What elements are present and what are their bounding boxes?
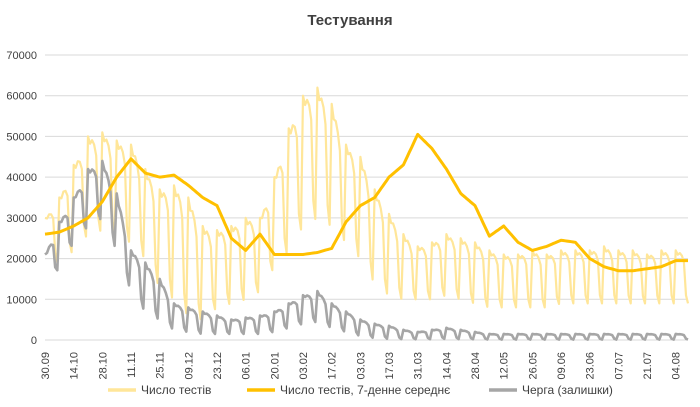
x-tick-label: 26.05 [527,352,539,380]
legend-label: Число тестів, 7-денне середнє [280,383,450,397]
x-tick-label: 17.03 [384,352,396,380]
x-axis: 30.09 14.10 28.10 11.11 25.11 09.12 23.12 06.01… [40,352,683,380]
y-tick-label: 40000 [6,172,37,184]
chart-title: Тестування [307,12,392,29]
x-tick-label: 28.10 [97,352,109,380]
x-tick-label: 20.01 [269,352,281,380]
x-tick-label: 23.12 [212,352,224,380]
series-line-0 [44,86,690,321]
y-tick-label: 30000 [6,213,37,225]
x-tick-label: 14.10 [69,352,81,380]
y-tick-label: 10000 [6,294,37,306]
x-tick-label: 17.02 [327,352,339,380]
series [44,86,690,341]
y-tick-label: 60000 [6,91,37,103]
x-tick-label: 14.04 [441,352,453,380]
legend-label: Черга (залишки) [522,383,613,397]
y-tick-label: 0 [31,335,37,347]
x-tick-label: 31.03 [413,352,425,380]
series-line-1 [44,132,688,273]
x-tick-label: 28.04 [470,352,482,380]
x-tick-label: 12.05 [499,352,511,380]
x-tick-label: 07.07 [613,352,625,380]
series-line-2 [44,159,689,341]
y-tick-label: 50000 [6,131,37,143]
y-tick-label: 20000 [6,254,37,266]
x-tick-label: 03.03 [355,352,367,380]
y-axis: 0 10000 20000 30000 40000 50000 60000 70000 [6,50,37,347]
x-tick-label: 06.01 [241,352,253,380]
x-tick-label: 04.08 [671,352,683,380]
x-tick-label: 11.11 [126,352,138,378]
x-tick-label: 03.02 [298,352,310,380]
x-tick-label: 09.12 [183,352,195,380]
x-tick-label: 30.09 [40,352,52,380]
legend: Число тестів Число тестів, 7-денне середн… [108,383,613,397]
x-tick-label: 23.06 [585,352,597,380]
x-tick-label: 25.11 [155,352,167,379]
x-tick-label: 21.07 [642,352,654,380]
legend-label: Число тестів [141,383,211,397]
x-tick-label: 09.06 [556,352,568,380]
y-tick-label: 70000 [6,50,37,62]
